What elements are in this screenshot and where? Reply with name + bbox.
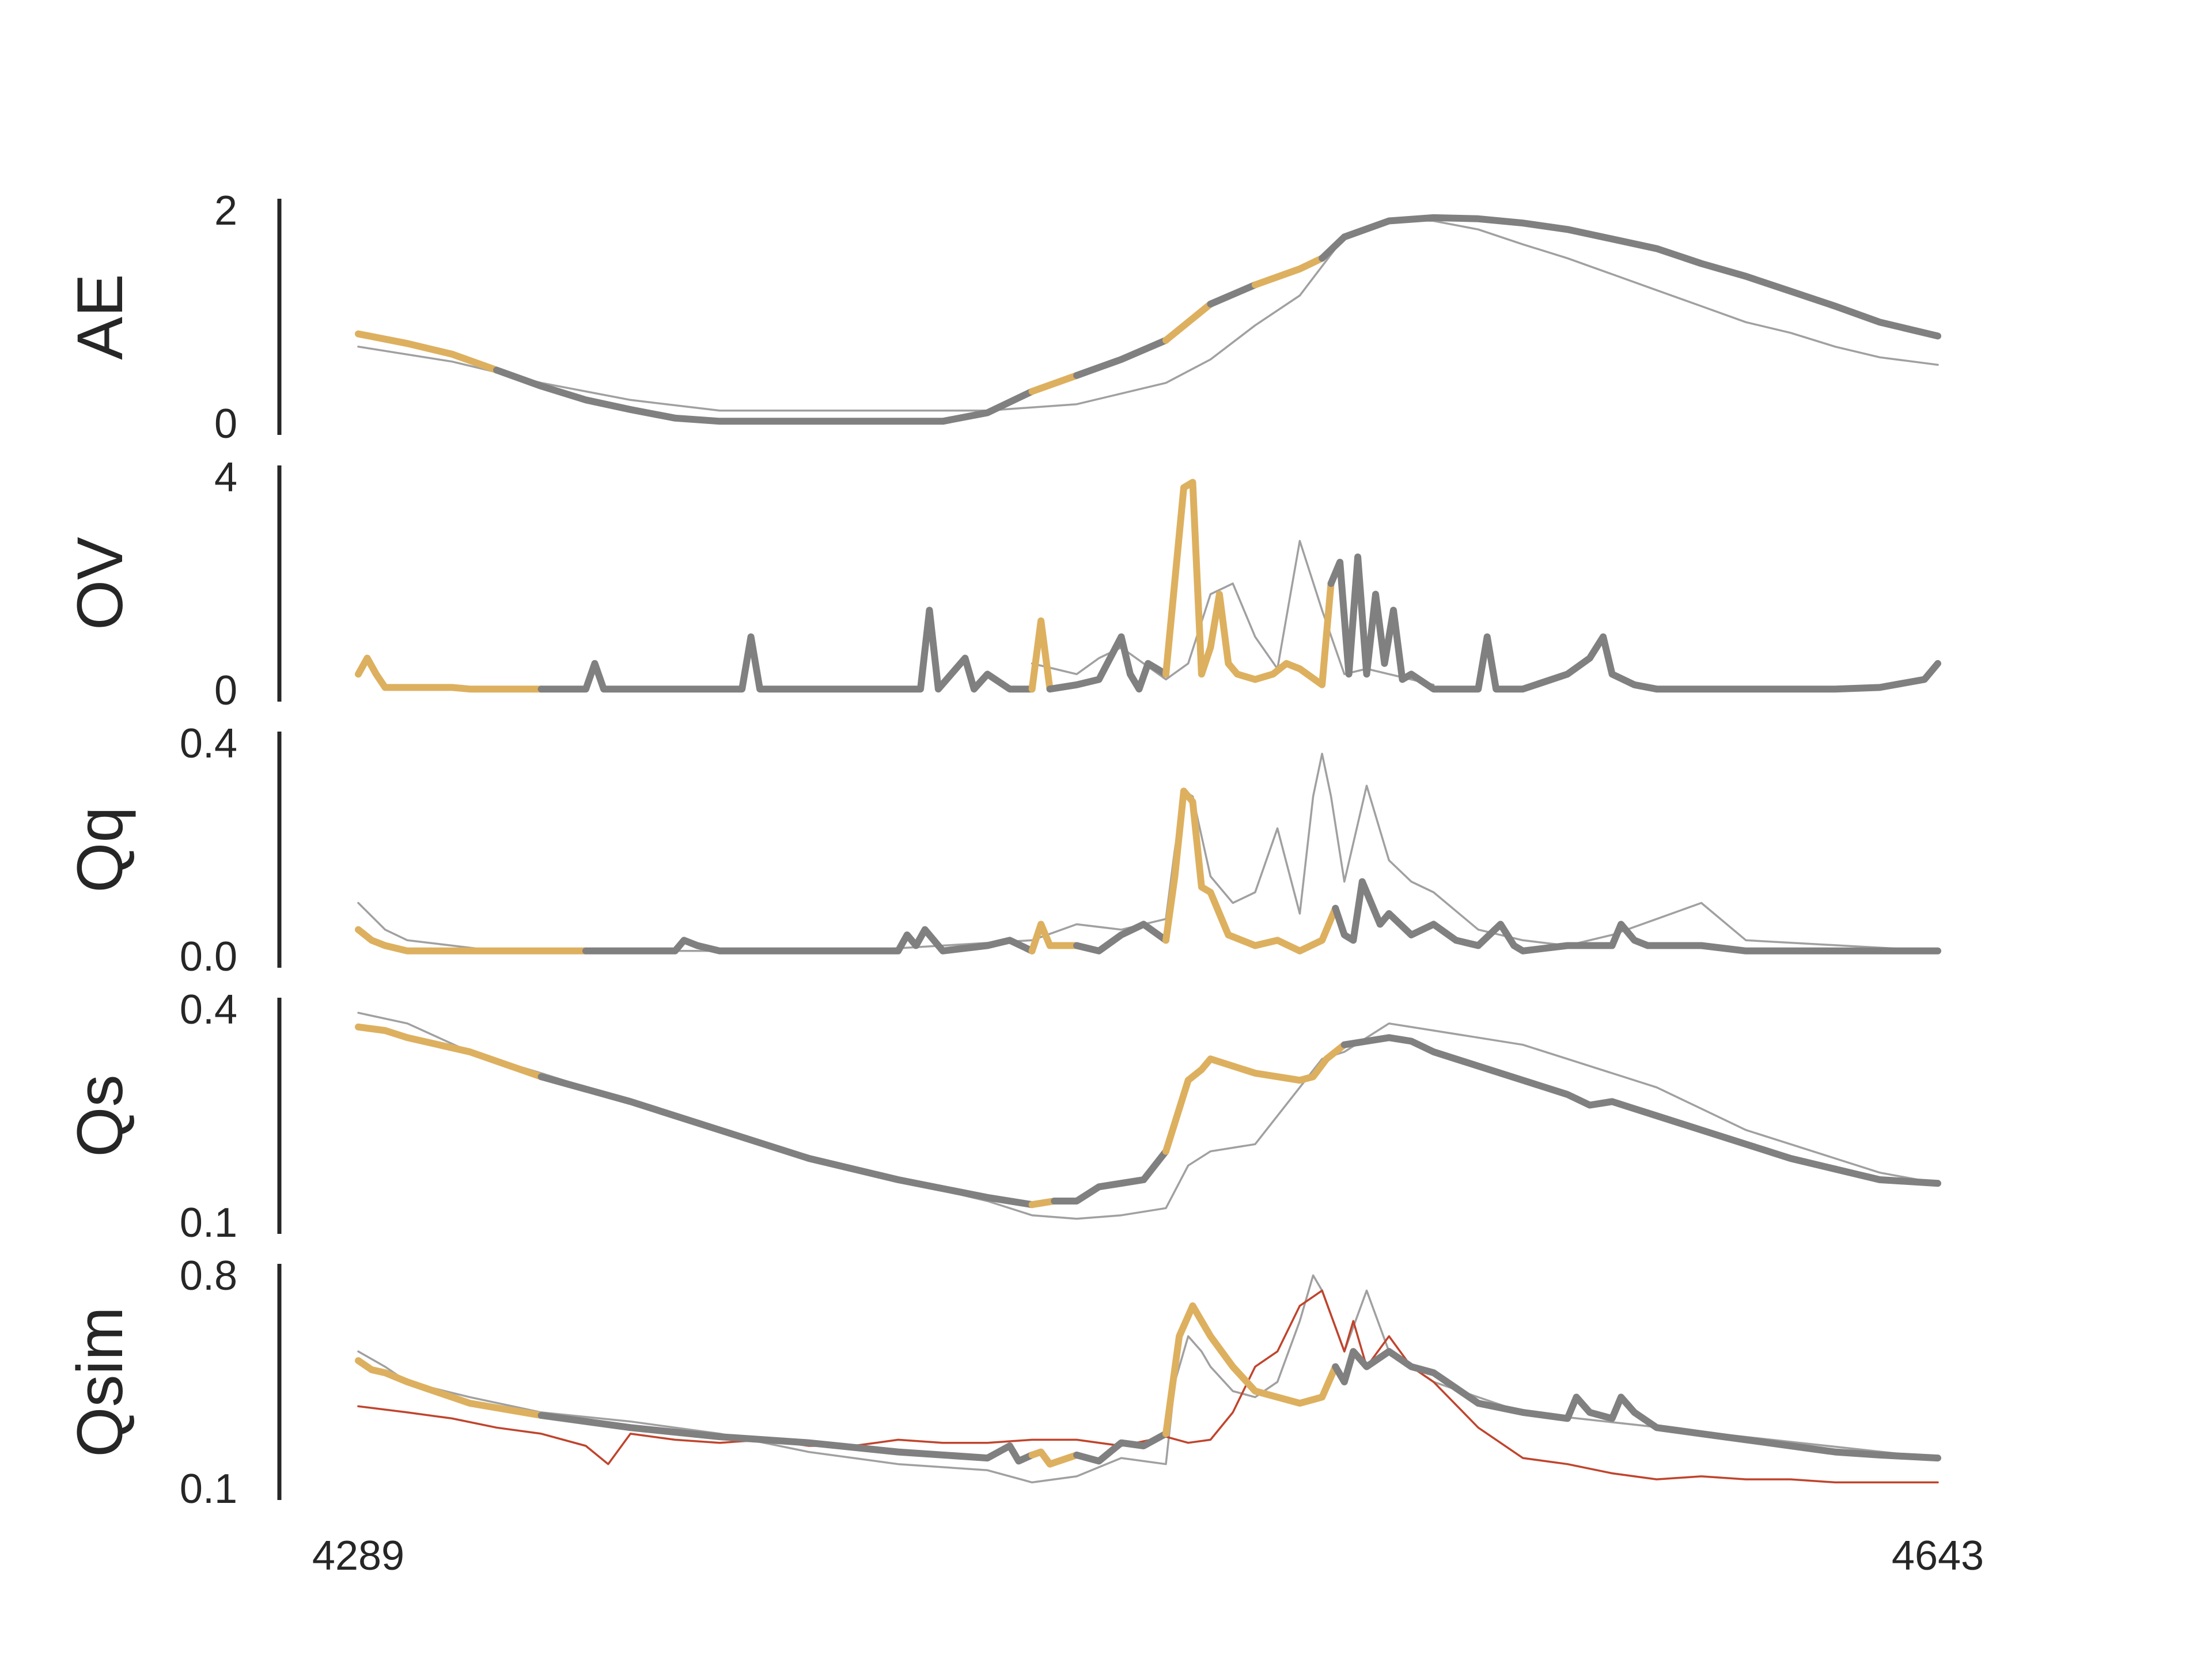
- ae-gold-segment: [1251, 255, 1326, 289]
- qq-gray-segment: [1073, 921, 1169, 955]
- ov-gray-segment: [1046, 633, 1169, 693]
- qq-y-tick-max: 0.4: [180, 721, 237, 767]
- ov-gray-segment: [537, 607, 1036, 693]
- ae-gray-segment: [493, 366, 1036, 425]
- qq-gold-segment: [1162, 787, 1339, 955]
- qq-panel-label: Qq: [64, 806, 136, 892]
- ae-gold-segment: [355, 330, 501, 374]
- qq-gray-segment: [1332, 878, 1941, 955]
- ov-gray-segment: [1327, 553, 1941, 693]
- qsim-red-line: [357, 1289, 1939, 1484]
- ov-gold-segment: [1162, 479, 1335, 688]
- qs-gold-segment: [355, 1023, 545, 1081]
- qq-y-tick-min: 0.0: [180, 934, 237, 980]
- ae-thin-line: [357, 218, 1939, 412]
- ov-y-tick-max: 4: [214, 454, 237, 501]
- qq-gold-segment: [1028, 921, 1081, 955]
- qs-thin-line: [357, 1012, 1939, 1220]
- ae-gold-segment: [1162, 300, 1214, 344]
- qq-gold-segment: [355, 926, 589, 955]
- qs-gold-segment: [1028, 1198, 1058, 1209]
- ae-gray-segment: [1207, 281, 1259, 308]
- qsim-y-tick-min: 0.1: [180, 1466, 237, 1512]
- ae-gold-segment: [1028, 372, 1081, 395]
- ov-gold-segment: [355, 654, 545, 693]
- qsim-gray-segment: [1332, 1348, 1941, 1462]
- qsim-gray-segment: [537, 1412, 1036, 1465]
- qsim-thin-line: [357, 1274, 1939, 1484]
- qs-gold-segment: [1162, 1041, 1348, 1155]
- ae-y-tick-max: 2: [214, 188, 237, 234]
- ae-y-tick-min: 0: [214, 401, 237, 447]
- ae-panel-label: AE: [64, 274, 136, 359]
- x-tick-label-end: 4643: [1892, 1533, 1984, 1579]
- qs-y-tick-min: 0.1: [180, 1200, 237, 1246]
- qs-gray-segment: [1340, 1034, 1941, 1187]
- qsim-panel-label: Qsim: [64, 1306, 136, 1457]
- ov-gold-segment: [1028, 617, 1054, 693]
- qsim-y-tick-max: 0.8: [180, 1253, 237, 1299]
- qsim-gray-segment: [1073, 1430, 1169, 1465]
- qq-gray-segment: [582, 926, 1036, 955]
- ov-y-tick-min: 0: [214, 668, 237, 714]
- qs-gray-segment: [1051, 1147, 1169, 1205]
- qs-y-tick-max: 0.4: [180, 987, 237, 1033]
- ae-gray-segment: [1073, 336, 1169, 379]
- qs-gray-segment: [537, 1073, 1036, 1209]
- ae-gray-segment: [1319, 214, 1941, 340]
- qsim-gold-segment: [1162, 1302, 1339, 1437]
- qsim-gold-segment: [1028, 1448, 1081, 1468]
- x-tick-label-start: 4289: [312, 1533, 404, 1579]
- qs-panel-label: Qs: [64, 1074, 136, 1157]
- qsim-gold-segment: [355, 1357, 545, 1419]
- ov-panel-label: OV: [64, 537, 136, 630]
- qq-thin-line: [357, 752, 1939, 952]
